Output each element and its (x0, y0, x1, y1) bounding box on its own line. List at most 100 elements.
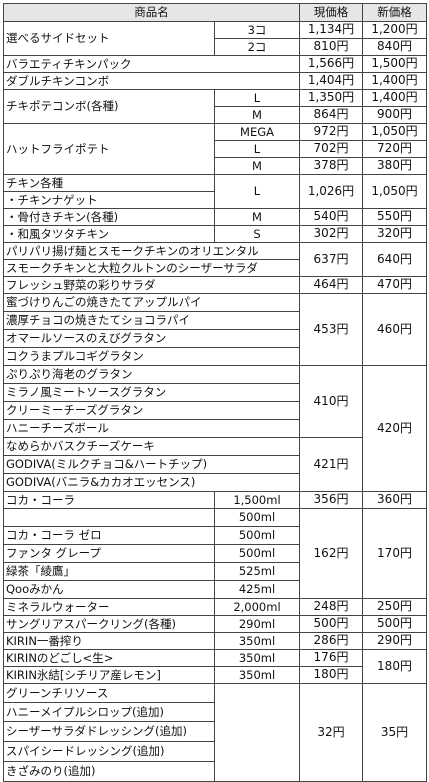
table-row: グリーンチリソース 32円 35円 (3, 683, 427, 782)
table-row: 濃厚チョコの焼きたてショコラパイ (3, 311, 427, 330)
volume: 2,000ml (214, 598, 300, 616)
new-price: 1,050円 (362, 123, 427, 141)
size-option: L (214, 140, 300, 158)
size-option: M (214, 157, 300, 175)
volume: 525ml (214, 562, 300, 581)
current-price: 702円 (299, 140, 363, 158)
volume: 350ml (214, 649, 300, 667)
product-name: サングリアスパークリング(各種) (3, 615, 215, 633)
volume: 425ml (214, 580, 300, 599)
table-row: Qooみかん 425ml (3, 580, 427, 599)
table-row: ミネラルウォーター 2,000ml 248円 250円 (3, 598, 427, 616)
product-name: グリーンチリソース (3, 683, 215, 703)
product-name: 濃厚チョコの焼きたてショコラパイ (3, 311, 300, 330)
table-row: バラエティチキンパック 1,566円 1,500円 (3, 55, 427, 73)
current-price: 972円 (299, 123, 363, 141)
table-row: ハットフライポテト MEGA 972円 1,050円 (3, 123, 427, 175)
size-option: S (214, 225, 300, 243)
header-row: 商品名 現価格 新価格 (3, 3, 427, 22)
new-price: 1,050円 (362, 174, 427, 209)
product-name: ミラノ風ミートソースグラタン (3, 383, 300, 402)
size-option: M (214, 208, 300, 226)
new-price: 1,200円 (362, 21, 427, 39)
product-name: ハットフライポテト (3, 123, 215, 175)
product-name: KIRINのどごし<生> (3, 649, 215, 667)
product-name: ハニーメイプルシロップ(追加) (3, 702, 215, 722)
table-row: パリパリ揚げ麺とスモークチキンのオリエンタル 637円 640円 (3, 242, 427, 277)
product-name: スパイシードレッシング(追加) (3, 741, 215, 762)
product-name: GODIVA(ミルクチョコ&ハートチップ) (3, 455, 300, 474)
table-row: 蜜づけりんごの焼きたてアップルパイ 453円 460円 (3, 293, 427, 366)
new-price: 460円 (362, 293, 427, 366)
product-name: ぷりぷり海老のグラタン (3, 365, 300, 384)
size-option: 3コ (214, 21, 300, 39)
current-price: 864円 (299, 106, 363, 124)
product-name: チキン各種 (3, 174, 215, 192)
current-price: 1,134円 (299, 21, 363, 39)
current-price: 286円 (299, 632, 363, 650)
current-price: 1,350円 (299, 89, 363, 107)
table-row: 選べるサイドセット 3コ 1,134円 1,200円 (3, 21, 427, 56)
table-row: ハニーチーズボール (3, 419, 427, 438)
new-price: 35円 (362, 683, 427, 782)
table-row: 緑茶「綾鷹」 525ml (3, 562, 427, 581)
table-row: KIRIN一番搾り 350ml 286円 290円 (3, 632, 427, 650)
current-price: 176円 (299, 649, 363, 667)
size-option: 2コ (214, 38, 300, 56)
table-row: サングリアスパークリング(各種) 290ml 500円 500円 (3, 615, 427, 633)
table-row: スモークチキンと大粒クルトンのシーザーサラダ (3, 259, 427, 277)
new-price: 900円 (362, 106, 427, 124)
new-price: 1,500円 (362, 55, 427, 73)
product-name: GODIVA(バニラ&カカオエッセンス) (3, 473, 300, 492)
table-row: KIRINのどごし<生> 350ml 176円 180円 (3, 649, 427, 684)
header-product-name: 商品名 (3, 3, 300, 22)
current-price: 162円 (299, 508, 363, 599)
size-option: MEGA (214, 123, 300, 141)
new-price: 360円 (362, 491, 427, 509)
table-row: ・和風タツタチキン S 302円 320円 (3, 225, 427, 243)
new-price: 250円 (362, 598, 427, 616)
volume: 350ml (214, 666, 300, 684)
current-price: 1,566円 (299, 55, 363, 73)
header-current-price: 現価格 (299, 3, 363, 22)
product-name: ハニーチーズボール (3, 419, 300, 438)
table-row: ・チキンナゲット (3, 191, 427, 209)
table-row: 500ml 162円 170円 (3, 508, 427, 599)
new-price: 470円 (362, 276, 427, 294)
product-name: バラエティチキンパック (3, 55, 300, 73)
current-price: 32円 (299, 683, 363, 782)
volume: 1,500ml (214, 491, 300, 509)
new-price: 720円 (362, 140, 427, 158)
product-name: スモークチキンと大粒クルトンのシーザーサラダ (3, 259, 300, 277)
product-name: コクうまプルコギグラタン (3, 347, 300, 366)
size-option: L (214, 174, 300, 209)
product-name: ・骨付きチキン(各種) (3, 208, 215, 226)
table-row: M 378円 380円 (4, 157, 427, 175)
product-name: コカ・コーラ ゼロ (3, 526, 215, 545)
new-price: 840円 (362, 38, 427, 56)
product-name: ファンタ グレープ (3, 544, 215, 563)
product-name: きざみのり(追加) (3, 761, 215, 782)
table-row: L 702円 720円 (4, 140, 427, 158)
volume: 290ml (214, 615, 300, 633)
table-row: ミラノ風ミートソースグラタン (3, 383, 427, 402)
current-price: 810円 (299, 38, 363, 56)
new-price: 380円 (362, 157, 427, 175)
table-row: コカ・コーラ 1,500ml 356円 360円 (3, 491, 427, 509)
current-price: 302円 (299, 225, 363, 243)
volume: 500ml (214, 544, 300, 563)
product-name: 緑茶「綾鷹」 (3, 562, 215, 581)
current-price: 464円 (299, 276, 363, 294)
new-price: 170円 (362, 508, 427, 599)
product-name: Qooみかん (3, 580, 215, 599)
new-price: 420円 (362, 365, 427, 492)
product-name: ・チキンナゲット (3, 191, 215, 209)
new-price: 290円 (362, 632, 427, 650)
current-price: 180円 (299, 666, 363, 684)
new-price: 550円 (362, 208, 427, 226)
table-row: ダブルチキンコンボ 1,404円 1,400円 (3, 72, 427, 90)
current-price: 1,026円 (299, 174, 363, 209)
table-row: GODIVA(ミルクチョコ&ハートチップ) (3, 455, 427, 474)
product-name: ・和風タツタチキン (3, 225, 215, 243)
current-price: 378円 (299, 157, 363, 175)
